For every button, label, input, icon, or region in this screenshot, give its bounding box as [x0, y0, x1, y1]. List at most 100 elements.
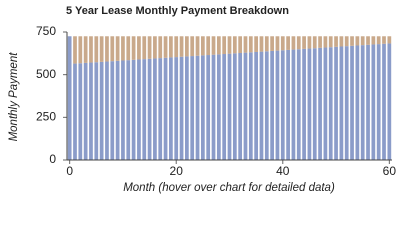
- bar-segment: [222, 54, 227, 160]
- y-tick-label: 500: [36, 67, 56, 81]
- bar-segment: [291, 49, 296, 160]
- bar-segment: [137, 59, 141, 160]
- bar-segment: [366, 44, 370, 160]
- bar-segment: [94, 62, 99, 160]
- y-tick-label: 250: [36, 110, 56, 124]
- bar-segment: [328, 47, 333, 161]
- bar-segment: [302, 36, 306, 49]
- bar-segment: [105, 61, 109, 161]
- bar-segment: [158, 36, 163, 59]
- bar-segment: [83, 62, 88, 160]
- bar-segment: [371, 36, 376, 45]
- bar-segment: [270, 36, 274, 51]
- bar-segment: [131, 36, 136, 60]
- bar-segment: [344, 46, 349, 161]
- bar-segment: [254, 36, 259, 52]
- bar-segment: [174, 36, 179, 58]
- bar-segment: [270, 50, 274, 160]
- bar-segment: [99, 36, 104, 62]
- x-tick-label: 40: [276, 164, 290, 178]
- bar-segment: [73, 36, 77, 64]
- bar-segment: [312, 48, 317, 160]
- bar-segment: [89, 36, 93, 63]
- bar-segment: [211, 36, 216, 55]
- bar-segment: [147, 58, 152, 161]
- bar-segment: [296, 49, 301, 160]
- bar-segment: [200, 55, 205, 160]
- bar-segment: [350, 36, 354, 46]
- bar-segment: [163, 57, 168, 160]
- bar-segment: [339, 36, 344, 47]
- bar-segment: [163, 36, 168, 58]
- bar-segment: [121, 60, 125, 160]
- bar-segment: [115, 60, 120, 160]
- bar-segment: [190, 36, 195, 57]
- bar-segment: [158, 58, 163, 160]
- bar-segment: [350, 45, 354, 160]
- bar-segment: [195, 55, 200, 160]
- bar-segment: [222, 36, 227, 55]
- chart: 5 Year Lease Monthly Payment Breakdown M…: [8, 5, 397, 194]
- bar-segment: [259, 51, 264, 161]
- bar-segment: [179, 56, 184, 160]
- bar-segment: [105, 36, 109, 62]
- bar-segment: [376, 36, 381, 45]
- bar-segment: [302, 48, 306, 161]
- bar-segment: [206, 55, 211, 160]
- bar-segment: [121, 36, 125, 61]
- bar-segment: [190, 56, 195, 161]
- bar-segment: [169, 36, 173, 58]
- bar-segment: [232, 36, 237, 54]
- bar-segment: [366, 36, 370, 45]
- bar-segment: [344, 36, 349, 47]
- bar-segment: [147, 36, 152, 59]
- bar-segment: [360, 36, 365, 46]
- bar-segment: [296, 36, 301, 50]
- bar-segment: [339, 46, 344, 160]
- bar-segment: [206, 36, 211, 56]
- bar-segment: [195, 36, 200, 56]
- bar-segment: [142, 36, 147, 60]
- bar-segment: [243, 36, 248, 53]
- bar-segment: [153, 58, 157, 160]
- bar-segment: [387, 36, 392, 44]
- bar-segment: [259, 36, 264, 52]
- bar-segment: [318, 36, 322, 48]
- bar-segment: [137, 36, 141, 60]
- bar-segment: [355, 45, 360, 160]
- bar-segment: [334, 46, 338, 160]
- y-tick-label: 0: [49, 152, 56, 166]
- bar-segment: [131, 59, 136, 161]
- bar-segment: [286, 49, 290, 160]
- bar-segment: [312, 36, 317, 49]
- bar-segment: [243, 52, 248, 160]
- bar-segment: [355, 36, 360, 46]
- bar-segment: [142, 59, 147, 160]
- bar-segment: [94, 36, 99, 63]
- bar-segment: [73, 63, 77, 160]
- bar-segment: [179, 36, 184, 57]
- bar-segment: [387, 43, 392, 161]
- bar-segment: [360, 45, 365, 160]
- bar-segment: [153, 36, 157, 59]
- x-tick-label: 0: [66, 164, 73, 178]
- bar-segment: [318, 47, 322, 160]
- bar-segment: [200, 36, 205, 56]
- bar-segment: [110, 36, 115, 62]
- bar-segment: [334, 36, 338, 47]
- bar-segment: [216, 36, 221, 55]
- bar-segment: [216, 54, 221, 161]
- bar-segment: [89, 62, 93, 160]
- bar-segment: [275, 36, 280, 51]
- bar-segment: [78, 36, 83, 64]
- bar-segment: [78, 63, 83, 161]
- bar-segment: [307, 36, 312, 49]
- x-tick-label: 60: [383, 164, 397, 178]
- bar-segment: [232, 53, 237, 161]
- bar-segment: [238, 36, 243, 53]
- page: 5 Year Lease Monthly Payment Breakdown M…: [8, 4, 397, 195]
- bar-segment: [371, 44, 376, 161]
- bar-segment: [238, 52, 243, 160]
- bar-segment: [227, 36, 232, 54]
- bar-segment: [227, 53, 232, 160]
